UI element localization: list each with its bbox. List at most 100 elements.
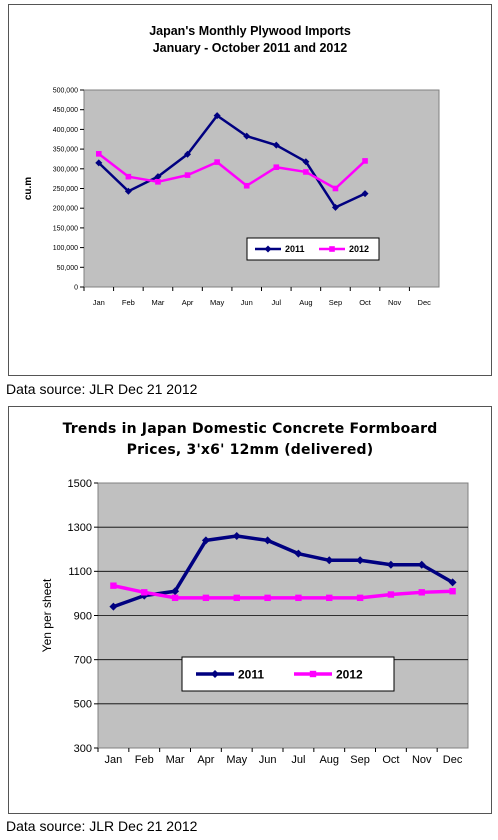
y-tick-label: 250,000 [53,186,78,193]
x-tick-label: Aug [319,754,339,766]
point-2011 [154,173,162,181]
point-2012 [184,172,191,178]
legend-swatch-marker [264,245,272,253]
x-tick-label: May [210,298,224,307]
x-tick-label: Jul [291,754,305,766]
x-tick-label: Apr [182,298,194,307]
point-2011 [325,556,334,565]
point-2012 [418,589,425,596]
y-tick-label: 300,000 [53,166,78,173]
point-2011 [124,187,132,195]
point-2012 [356,594,364,602]
x-tick-label: Aug [299,298,312,307]
legend-swatch-marker [329,246,335,252]
y-tick-label: 700 [74,655,92,667]
point-2012 [233,594,240,602]
point-2012 [214,159,220,165]
chart-2-subtitle: Prices, 3'x6' 12mm (delivered) [126,442,374,458]
legend-label: 2011 [285,244,305,254]
x-tick-label: Oct [359,298,372,307]
point-2011 [263,536,272,545]
x-tick-label: Apr [197,754,214,766]
x-tick-label: Dec [443,754,463,766]
point-2012 [295,594,302,602]
y-tick-label: 100,000 [53,245,78,252]
data-source-1: Data source: JLR Dec 21 2012 [6,381,198,397]
point-2012 [362,158,368,164]
point-2011 [294,549,303,558]
legend-swatch-marker [309,670,317,678]
x-tick-label: Sep [329,298,342,307]
y-tick-label: 500 [74,699,92,711]
legend-box [246,237,380,261]
point-2012 [155,179,161,185]
point-2011 [448,578,457,587]
legend-label: 2011 [238,667,264,681]
y-tick-label: 50,000 [57,265,79,272]
x-tick-label: Sep [350,754,370,766]
point-2012 [171,594,179,602]
y-tick-label: 450,000 [53,107,78,114]
point-2011 [386,560,395,569]
point-2011 [302,158,310,166]
y-tick-label: 200,000 [53,206,78,213]
legend-label: 2012 [349,244,369,254]
point-2012 [303,169,309,175]
y-tick-label: 900 [74,610,92,622]
y-tick-label: 350,000 [53,147,78,154]
point-2011 [272,141,280,149]
chart-1-title-block: Japan's Monthly Plywood Imports January … [9,23,491,57]
point-2012 [141,589,148,596]
x-tick-label: Jan [105,754,123,766]
point-2012 [326,594,333,602]
legend-swatch-marker [211,670,219,678]
point-2011 [109,602,118,611]
chart-2-title: Trends in Japan Domestic Concrete Formbo… [62,421,438,437]
point-2012 [95,151,102,157]
point-2012 [273,164,280,171]
point-2011 [184,150,192,158]
point-2011 [171,587,180,596]
chart-1-subtitle: January - October 2011 and 2012 [152,41,348,55]
point-2012 [202,594,210,602]
point-2012 [110,582,117,589]
point-2011 [95,159,103,167]
x-tick-label: Mar [151,298,164,307]
y-tick-label: 1300 [68,522,92,534]
y-tick-label: 150,000 [53,225,78,232]
point-2012 [125,173,132,180]
point-2011 [243,132,251,140]
x-tick-label: Jun [241,298,253,307]
data-source-2: Data source: JLR Dec 21 2012 [6,818,198,834]
point-2011 [417,560,426,569]
x-tick-label: Feb [122,298,135,307]
x-tick-label: Oct [382,754,399,766]
chart-2-title-block: Trends in Japan Domestic Concrete Formbo… [9,419,491,461]
point-2012 [264,594,271,602]
point-2011 [232,532,241,540]
chart-1-title: Japan's Monthly Plywood Imports [149,24,351,38]
x-tick-label: Dec [418,298,432,307]
plywood-imports-chart-panel: Japan's Monthly Plywood Imports January … [8,4,492,376]
series-line-2011 [112,534,454,609]
x-tick-label: Mar [166,754,185,766]
x-tick-label: May [226,754,247,766]
point-2011 [201,536,210,545]
series-line-2011 [97,114,366,209]
point-2011 [331,203,339,211]
y-tick-label: 0 [74,284,78,291]
y-tick-label: 1500 [68,478,92,490]
y-tick-label: 1100 [68,566,92,578]
point-2011 [213,112,221,120]
point-2012 [449,588,456,595]
series-line-2012 [98,152,366,190]
y-tick-label: 300 [74,743,92,755]
y-axis-label: cu.m [23,177,34,200]
y-axis-label: Yen per sheet [40,578,54,652]
y-tick-label: 400,000 [53,127,78,134]
x-tick-label: Jan [93,298,105,307]
formboard-prices-chart-panel: Trends in Japan Domestic Concrete Formbo… [8,406,492,814]
legend-label: 2012 [336,667,363,681]
x-tick-label: Feb [135,754,154,766]
x-tick-label: Jul [271,298,281,307]
